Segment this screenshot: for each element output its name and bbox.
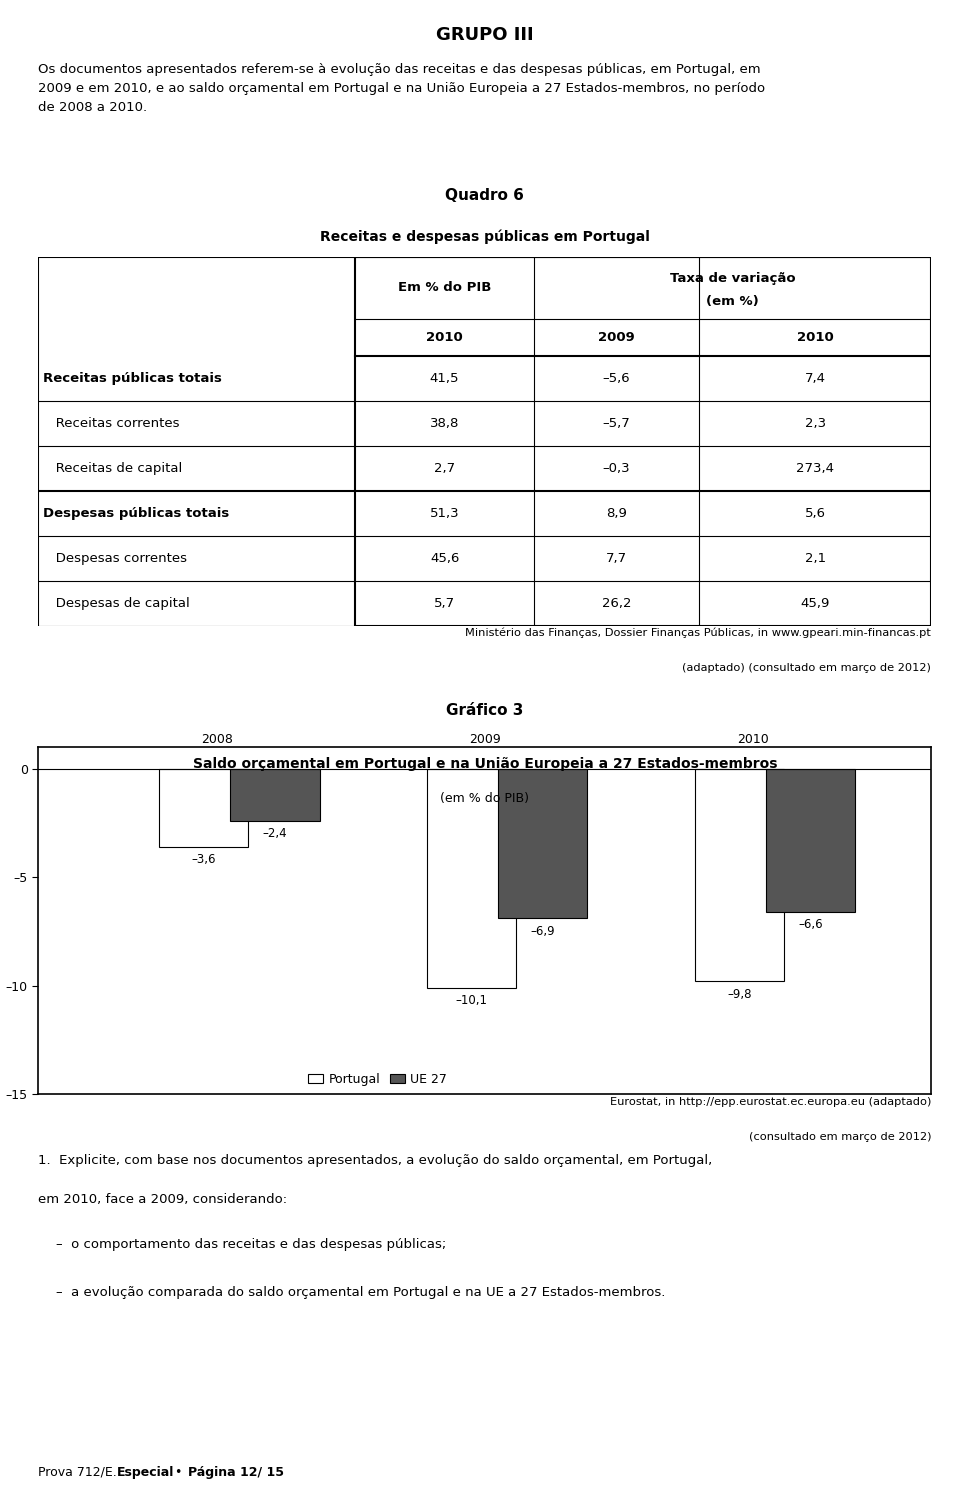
Text: –6,9: –6,9 — [531, 925, 555, 937]
Bar — [695, 768, 784, 981]
Text: –3,6: –3,6 — [191, 853, 216, 866]
Text: (em % do PIB): (em % do PIB) — [441, 792, 529, 806]
Text: Despesas correntes: Despesas correntes — [43, 552, 187, 566]
Text: Taxa de variação: Taxa de variação — [670, 272, 796, 285]
Text: –2,4: –2,4 — [263, 827, 287, 841]
Text: 2,7: 2,7 — [434, 462, 455, 475]
Bar — [159, 768, 249, 847]
Text: 2009: 2009 — [468, 733, 501, 745]
Text: 2010: 2010 — [426, 332, 463, 344]
Text: Eurostat, in http://epp.eurostat.ec.europa.eu (adaptado): Eurostat, in http://epp.eurostat.ec.euro… — [610, 1097, 931, 1108]
Text: •: • — [171, 1465, 186, 1479]
Text: Página 12/ 15: Página 12/ 15 — [188, 1465, 284, 1479]
Text: GRUPO III: GRUPO III — [436, 26, 534, 44]
Text: 5,7: 5,7 — [434, 598, 455, 610]
Text: (consultado em março de 2012): (consultado em março de 2012) — [749, 1132, 931, 1142]
Bar — [355, 257, 931, 626]
Text: Receitas de capital: Receitas de capital — [43, 462, 182, 475]
Text: Prova 712/E.: Prova 712/E. — [38, 1465, 121, 1479]
Text: 45,6: 45,6 — [430, 552, 459, 566]
Text: Receitas públicas totais: Receitas públicas totais — [43, 373, 222, 385]
Text: –5,7: –5,7 — [603, 418, 631, 430]
Text: Quadro 6: Quadro 6 — [445, 189, 524, 202]
Text: 41,5: 41,5 — [430, 373, 460, 385]
Text: –0,3: –0,3 — [603, 462, 631, 475]
Text: Saldo orçamental em Portugal e na União Europeia a 27 Estados-membros: Saldo orçamental em Portugal e na União … — [193, 758, 777, 771]
Text: 2,1: 2,1 — [804, 552, 826, 566]
Text: 2010: 2010 — [736, 733, 769, 745]
Text: –5,6: –5,6 — [603, 373, 631, 385]
Text: 2009: 2009 — [598, 332, 635, 344]
Text: 26,2: 26,2 — [602, 598, 632, 610]
Text: 51,3: 51,3 — [430, 507, 460, 521]
Text: 1.  Explicite, com base nos documentos apresentados, a evolução do saldo orçamen: 1. Explicite, com base nos documentos ap… — [38, 1154, 712, 1168]
Text: Receitas e despesas públicas em Portugal: Receitas e despesas públicas em Portugal — [320, 229, 650, 244]
Text: –  a evolução comparada do saldo orçamental em Portugal e na UE a 27 Estados-mem: – a evolução comparada do saldo orçament… — [57, 1286, 665, 1299]
Bar — [427, 768, 516, 988]
Text: 38,8: 38,8 — [430, 418, 459, 430]
Text: em 2010, face a 2009, considerando:: em 2010, face a 2009, considerando: — [38, 1192, 288, 1206]
Text: 45,9: 45,9 — [801, 598, 829, 610]
Text: (em %): (em %) — [707, 296, 759, 308]
Text: –  o comportamento das receitas e das despesas públicas;: – o comportamento das receitas e das des… — [57, 1237, 446, 1251]
Text: 7,7: 7,7 — [606, 552, 627, 566]
Text: 2008: 2008 — [201, 733, 233, 745]
Text: Especial: Especial — [117, 1465, 175, 1479]
Legend: Portugal, UE 27: Portugal, UE 27 — [303, 1067, 452, 1091]
Text: Despesas de capital: Despesas de capital — [43, 598, 190, 610]
Text: Em % do PIB: Em % do PIB — [398, 282, 492, 294]
Bar — [766, 768, 855, 911]
Bar — [498, 768, 588, 919]
Text: –10,1: –10,1 — [455, 994, 488, 1007]
Text: Ministério das Finanças, Dossier Finanças Públicas, in www.gpeari.min-financas.p: Ministério das Finanças, Dossier Finança… — [466, 628, 931, 638]
Text: –6,6: –6,6 — [799, 919, 823, 931]
Text: Receitas correntes: Receitas correntes — [43, 418, 180, 430]
Text: (adaptado) (consultado em março de 2012): (adaptado) (consultado em março de 2012) — [683, 662, 931, 673]
Bar — [230, 768, 320, 821]
Text: Gráfico 3: Gráfico 3 — [446, 703, 523, 718]
Text: Os documentos apresentados referem-se à evolução das receitas e das despesas púb: Os documentos apresentados referem-se à … — [38, 63, 765, 115]
Text: 5,6: 5,6 — [804, 507, 826, 521]
Text: 8,9: 8,9 — [606, 507, 627, 521]
Text: 273,4: 273,4 — [796, 462, 834, 475]
Text: 2,3: 2,3 — [804, 418, 826, 430]
Text: Despesas públicas totais: Despesas públicas totais — [43, 507, 229, 521]
Text: –9,8: –9,8 — [727, 988, 752, 1000]
Text: 7,4: 7,4 — [804, 373, 826, 385]
Text: 2010: 2010 — [797, 332, 833, 344]
